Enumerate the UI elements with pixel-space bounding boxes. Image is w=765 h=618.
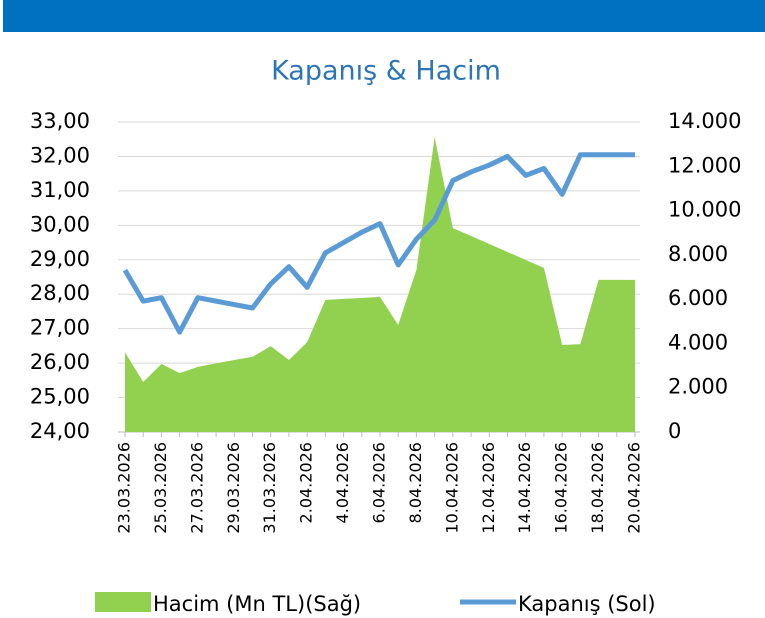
x-tick-label: 6.04.2026 xyxy=(370,442,389,523)
y-tick-label: 33,00 xyxy=(30,109,90,133)
x-tick-label: 31.03.2026 xyxy=(260,442,279,534)
x-tick-label: 16.04.2026 xyxy=(552,442,571,534)
legend-label: Kapanış (Sol) xyxy=(518,592,656,616)
x-tick-label: 25.03.2026 xyxy=(151,442,170,534)
legend-swatch xyxy=(95,592,151,612)
y-tick-label: 28,00 xyxy=(30,281,90,305)
x-tick-label: 2.04.2026 xyxy=(297,442,316,523)
legend-label: Hacim (Mn TL)(Sağ) xyxy=(153,592,361,616)
y-tick-label: 24,00 xyxy=(30,419,90,443)
x-tick-label: 12.04.2026 xyxy=(479,442,498,534)
close-line xyxy=(122,152,635,335)
y2-tick-label: 12.000 xyxy=(668,153,741,177)
y2-tick-label: 14.000 xyxy=(668,109,741,133)
x-tick-label: 14.04.2026 xyxy=(515,442,534,534)
y-tick-label: 27,00 xyxy=(30,316,90,340)
y-tick-label: 31,00 xyxy=(30,178,90,202)
y2-tick-label: 10.000 xyxy=(668,198,741,222)
x-tick-label: 8.04.2026 xyxy=(406,442,425,523)
volume-area xyxy=(125,137,635,433)
x-tick-label: 4.04.2026 xyxy=(333,442,352,523)
x-tick-label: 10.04.2026 xyxy=(442,442,461,534)
header-bar xyxy=(3,0,765,32)
x-tick-label: 29.03.2026 xyxy=(224,442,243,534)
y2-tick-label: 2.000 xyxy=(668,375,728,399)
x-tick-label: 27.03.2026 xyxy=(187,442,206,534)
y2-tick-label: 6.000 xyxy=(668,286,728,310)
chart-title: Kapanış & Hacim xyxy=(271,56,501,87)
y-tick-label: 26,00 xyxy=(30,350,90,374)
x-tick-label: 20.04.2026 xyxy=(625,442,644,534)
y2-tick-label: 0 xyxy=(668,419,681,443)
y2-tick-label: 4.000 xyxy=(668,330,728,354)
y2-tick-label: 8.000 xyxy=(668,242,728,266)
x-tick-label: 23.03.2026 xyxy=(115,442,134,534)
y-tick-label: 25,00 xyxy=(30,385,90,409)
y-tick-label: 29,00 xyxy=(30,247,90,271)
y-tick-label: 32,00 xyxy=(30,143,90,167)
x-tick-label: 18.04.2026 xyxy=(588,442,607,534)
y-tick-label: 30,00 xyxy=(30,212,90,236)
